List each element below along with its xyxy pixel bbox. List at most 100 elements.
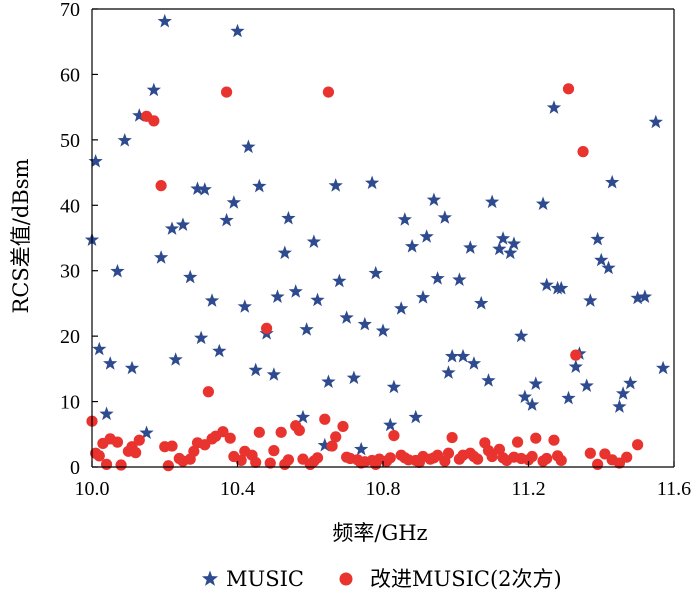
music-point-8 — [132, 108, 147, 122]
music-point-92 — [612, 399, 627, 413]
improved-point-43 — [293, 424, 305, 436]
improved-point-21 — [188, 445, 200, 457]
music-point-25 — [237, 299, 252, 313]
music-point-12 — [157, 13, 172, 28]
music-point-41 — [328, 178, 343, 192]
music-point-78 — [535, 196, 551, 211]
improved-point-94 — [541, 452, 553, 465]
improved-point-88 — [511, 436, 524, 448]
improved-point-100 — [577, 146, 589, 158]
music-point-97 — [648, 114, 663, 129]
music-point-94 — [623, 375, 638, 390]
music-point-3 — [99, 406, 114, 421]
music-point-4 — [103, 356, 118, 370]
legend-music-label: MUSIC — [226, 567, 304, 591]
improved-point-102 — [592, 458, 604, 470]
improved-point-99 — [570, 349, 582, 361]
improved-point-106 — [621, 451, 633, 463]
improved-point-92 — [530, 432, 542, 444]
improved-point-101 — [584, 447, 596, 459]
improved-point-51 — [330, 431, 342, 443]
improved-point-95 — [548, 434, 560, 446]
improved-point-97 — [555, 454, 567, 467]
music-point-14 — [168, 352, 183, 366]
music-point-95 — [630, 290, 645, 305]
music-point-1 — [88, 153, 103, 168]
music-point-82 — [554, 280, 569, 295]
music-point-15 — [175, 217, 191, 231]
music-point-67 — [474, 295, 489, 310]
music-point-9 — [139, 425, 154, 440]
music-point-83 — [561, 390, 576, 405]
legend: MUSIC 改进MUSIC(2次方) — [201, 567, 562, 591]
improved-point-41 — [282, 454, 295, 466]
improved-point-38 — [268, 445, 280, 457]
music-point-36 — [299, 322, 314, 336]
y-tick-label-2: 20 — [60, 326, 80, 348]
improved-point-52 — [337, 420, 349, 433]
music-point-55 — [408, 409, 423, 424]
y-tick-label-6: 60 — [60, 64, 80, 86]
plot-area — [92, 9, 674, 467]
music-point-88 — [590, 231, 605, 246]
music-point-45 — [354, 441, 369, 456]
improved-point-36 — [261, 322, 273, 334]
music-point-33 — [281, 210, 296, 225]
improved-point-28 — [220, 86, 233, 98]
y-tick-label-1: 10 — [60, 392, 80, 414]
improved-point-7 — [115, 459, 127, 471]
improved-point-11 — [133, 434, 145, 446]
x-axis-title: 频率/GHz — [332, 521, 427, 545]
y-tick-label-7: 70 — [60, 0, 80, 21]
improved-point-84 — [493, 443, 505, 455]
music-point-32 — [277, 245, 292, 260]
music-point-65 — [463, 240, 478, 254]
music-point-56 — [415, 290, 431, 304]
music-point-51 — [386, 379, 402, 394]
music-point-31 — [270, 289, 285, 303]
improved-point-29 — [224, 432, 236, 444]
improved-point-24 — [202, 386, 214, 398]
improved-point-13 — [148, 115, 160, 127]
x-tick-label-1: 10.4 — [220, 478, 255, 500]
y-tick-label-4: 40 — [60, 195, 80, 217]
tick-marks: 0 10 20 30 40 50 60 70 10.0 10.4 10.8 11.2 11.6 — [60, 0, 691, 500]
improved-point-31 — [235, 454, 247, 467]
music-point-50 — [383, 417, 398, 432]
music-point-93 — [615, 386, 631, 400]
music-point-96 — [637, 289, 653, 303]
music-point-91 — [605, 174, 620, 189]
improved-point-2 — [93, 450, 105, 462]
improved-point-49 — [322, 86, 335, 98]
music-point-53 — [397, 212, 412, 226]
improved-point-47 — [311, 452, 324, 464]
music-point-77 — [528, 376, 543, 390]
music-point-22 — [219, 212, 234, 227]
improved-point-14 — [155, 180, 167, 192]
music-point-71 — [495, 231, 511, 245]
music-point-47 — [364, 175, 380, 190]
music-point-34 — [288, 284, 303, 298]
music-point-21 — [212, 343, 227, 358]
music-point-68 — [481, 373, 496, 387]
improved-point-10 — [130, 447, 142, 459]
music-point-76 — [525, 397, 540, 411]
improved-point-48 — [319, 413, 331, 425]
plot-background — [92, 9, 674, 467]
data-markers — [84, 13, 671, 472]
x-tick-label-2: 10.8 — [366, 478, 401, 500]
music-point-63 — [452, 272, 467, 286]
music-point-64 — [455, 348, 471, 363]
music-point-35 — [295, 409, 311, 424]
music-point-13 — [164, 221, 180, 235]
music-point-10 — [146, 82, 161, 97]
music-point-40 — [321, 374, 336, 389]
improved-point-75 — [446, 431, 458, 444]
music-point-57 — [419, 229, 434, 243]
music-point-43 — [339, 310, 354, 324]
improved-point-74 — [442, 447, 455, 459]
music-point-16 — [183, 269, 198, 284]
music-point-62 — [444, 348, 460, 363]
music-point-46 — [357, 316, 372, 331]
music-point-30 — [266, 367, 282, 381]
